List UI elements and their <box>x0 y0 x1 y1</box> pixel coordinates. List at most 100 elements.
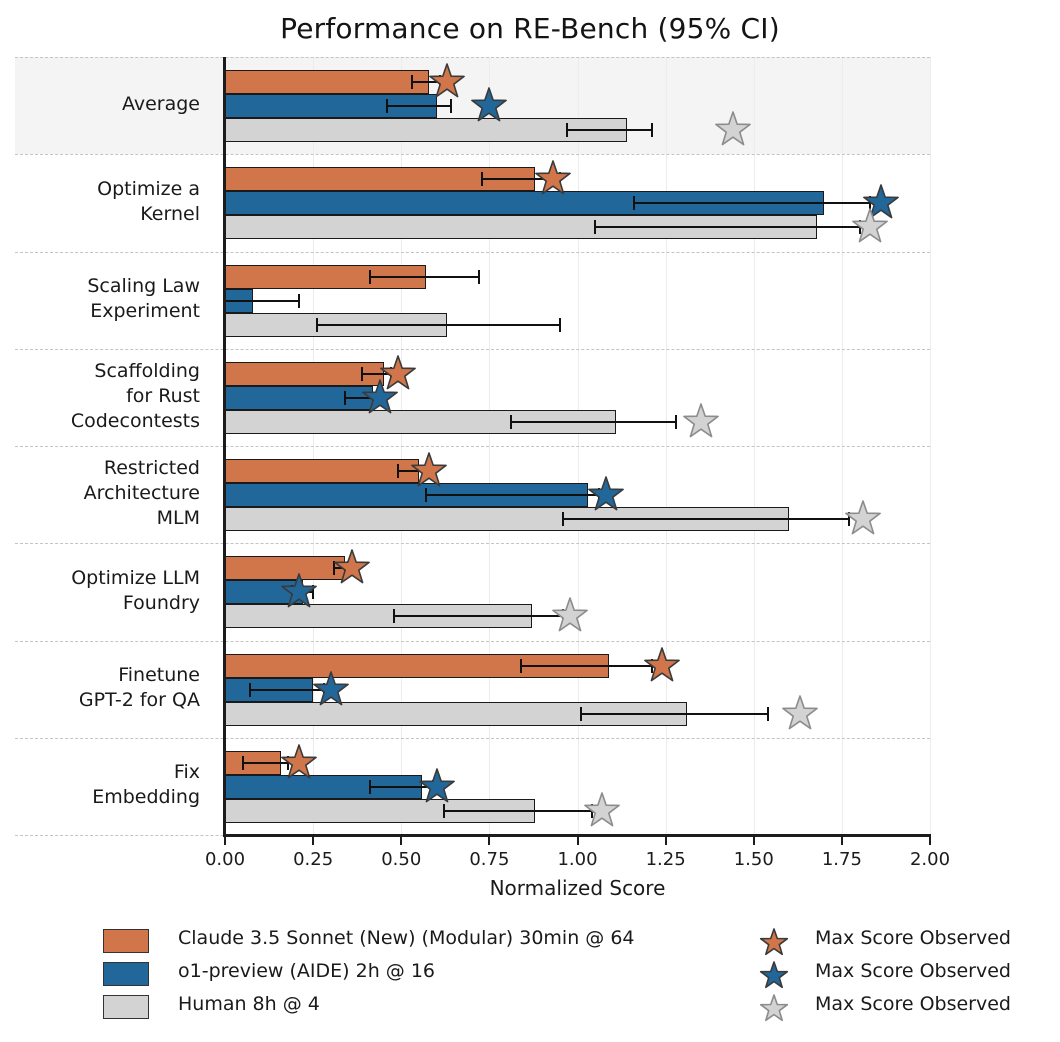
error-bar-o1-row4 <box>425 494 599 496</box>
error-cap-low <box>520 658 523 673</box>
error-cap-low <box>632 196 635 211</box>
max-score-star-icon <box>531 157 575 205</box>
error-cap-low <box>333 561 336 576</box>
chart-title: Performance on RE-Bench (95% CI) <box>280 12 780 45</box>
error-bar-claude-row0 <box>411 81 440 83</box>
max-score-star-icon <box>358 376 402 424</box>
x-tick-label-0.75: 0.75 <box>469 849 510 870</box>
max-score-star-icon <box>407 449 451 497</box>
legend-max-label-o1: Max Score Observed <box>815 960 1011 982</box>
max-score-star-icon <box>277 570 321 618</box>
x-tick-2.00 <box>929 837 931 845</box>
error-bar-human-row6 <box>581 712 768 715</box>
x-tick-label-0.25: 0.25 <box>293 849 334 870</box>
bar-claude-row4 <box>225 459 419 483</box>
error-bar-human-row7 <box>443 809 592 812</box>
error-cap-low <box>424 488 427 502</box>
error-cap-low <box>343 390 346 405</box>
category-label-optimize-a-kernel: Optimize a Kernel <box>97 177 200 225</box>
max-score-star-icon <box>425 60 469 108</box>
row-separator <box>15 543 930 545</box>
error-bar-human-row4 <box>563 518 849 520</box>
category-label-average: Average <box>121 93 200 116</box>
legend-swatch-human <box>103 995 149 1019</box>
error-cap-low <box>565 123 568 137</box>
max-score-star-icon <box>679 400 723 448</box>
category-label-scaling-law-experiment: Scaling Law Experiment <box>87 275 200 323</box>
bar-claude-row5 <box>225 556 345 581</box>
error-bar-human-row2 <box>316 323 560 326</box>
legend-max-label-claude: Max Score Observed <box>815 927 1011 949</box>
error-bar-claude-row3 <box>362 372 391 375</box>
max-score-star-icon <box>778 692 822 740</box>
error-cap-low <box>315 317 318 332</box>
error-bar-claude-row7 <box>242 761 289 764</box>
y-axis-spine <box>223 57 226 837</box>
error-bar-human-row0 <box>566 129 652 131</box>
error-cap-low <box>393 609 396 624</box>
row-separator <box>15 737 930 739</box>
error-bar-o1-row2 <box>225 299 300 302</box>
max-score-star-icon <box>756 925 792 965</box>
category-label-restricted-architecture-mlm: Restricted Architecture MLM <box>83 457 200 530</box>
error-cap-high <box>477 269 480 284</box>
error-cap-low <box>562 512 565 526</box>
error-bar-claude-row2 <box>369 275 479 278</box>
error-cap-low <box>241 755 244 770</box>
error-bar-o1-row3 <box>344 396 377 399</box>
error-cap-low <box>594 220 597 235</box>
error-cap-high <box>558 317 561 332</box>
legend-label-o1: o1-preview (AIDE) 2h @ 16 <box>178 960 435 982</box>
error-bar-o1-row6 <box>249 688 324 691</box>
row-separator <box>15 446 930 447</box>
error-bar-human-row5 <box>394 615 564 618</box>
x-tick-label-0.50: 0.50 <box>381 849 422 870</box>
x-tick-1.00 <box>576 837 579 845</box>
x-tick-label-1.00: 1.00 <box>557 849 598 870</box>
max-score-star-icon <box>330 546 374 594</box>
max-score-star-icon <box>841 497 885 545</box>
error-cap-high <box>675 414 678 429</box>
max-score-star-icon <box>640 644 684 692</box>
row-separator <box>15 251 930 253</box>
error-bar-o1-row7 <box>369 785 433 788</box>
x-tick-1.75 <box>840 837 843 845</box>
legend: Claude 3.5 Sonnet (New) (Modular) 30min … <box>0 918 1060 1030</box>
category-label-finetune-gpt-2-for-qa: Finetune GPT-2 for QA <box>78 664 200 712</box>
error-bar-human-row3 <box>510 420 677 423</box>
max-score-star-icon <box>376 352 420 400</box>
legend-swatch-claude <box>103 929 149 953</box>
error-cap-low <box>368 269 371 284</box>
max-score-star-icon <box>309 668 353 716</box>
error-cap-high <box>298 293 301 308</box>
x-tick-label-2.00: 2.00 <box>909 849 951 870</box>
x-axis-label: Normalized Score <box>489 876 666 900</box>
error-cap-high <box>650 123 653 137</box>
legend-max-label-human: Max Score Observed <box>815 993 1011 1015</box>
row-separator <box>15 640 930 642</box>
error-bar-o1-row0 <box>387 105 451 107</box>
max-score-star-icon <box>859 181 903 229</box>
error-bar-claude-row4 <box>397 470 426 472</box>
category-label-scaffolding-for-rust-codecontests: Scaffolding for Rust Codecontests <box>70 359 200 433</box>
legend-label-human: Human 8h @ 4 <box>178 993 320 1015</box>
max-score-star-icon <box>548 594 592 642</box>
error-bar-o1-row1 <box>633 202 871 205</box>
row-separator <box>15 154 930 156</box>
max-score-star-icon <box>756 991 792 1031</box>
x-tick-label-0.00: 0.00 <box>204 849 246 870</box>
error-cap-low <box>509 414 512 429</box>
x-tick-label-1.50: 1.50 <box>733 849 774 870</box>
error-bar-claude-row1 <box>482 178 560 181</box>
error-cap-low <box>361 366 364 381</box>
error-cap-high <box>312 585 315 600</box>
x-tick-0.50 <box>400 837 403 845</box>
error-cap-high <box>847 512 850 526</box>
x-axis-spine <box>223 834 931 837</box>
error-cap-high <box>766 706 769 721</box>
error-cap-low <box>442 803 445 818</box>
x-tick-0.25 <box>312 837 315 845</box>
legend-row-o1: o1-preview (AIDE) 2h @ 16 Max Score Obse… <box>0 958 1060 990</box>
